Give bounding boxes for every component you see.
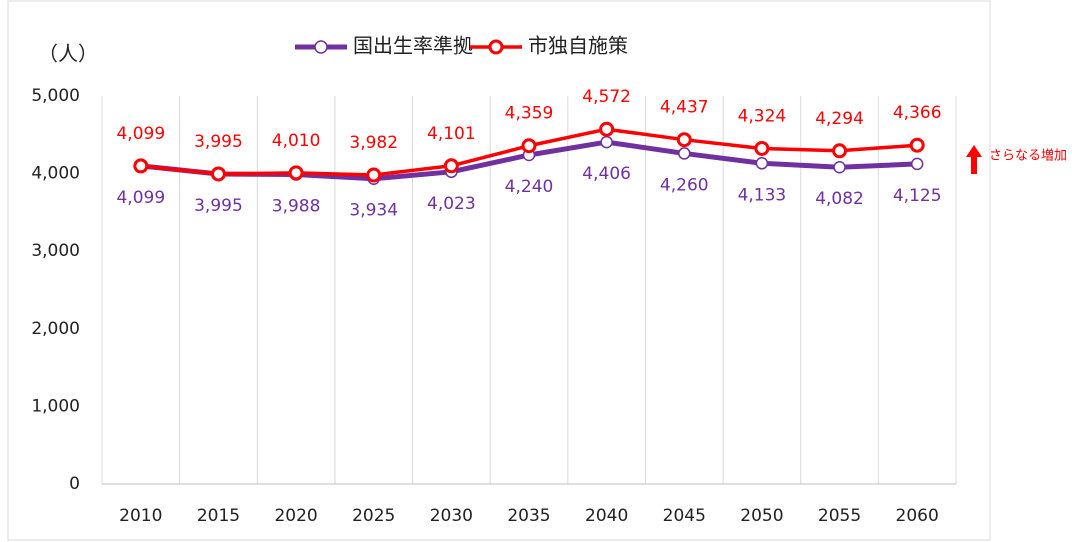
point-marker (676, 132, 692, 148)
data-label: 3,934 (349, 201, 398, 221)
x-tick-label: 2050 (740, 506, 783, 526)
point-marker (600, 135, 613, 149)
data-label: 4,101 (427, 124, 476, 144)
point-marker (755, 157, 769, 170)
point-marker (288, 165, 304, 181)
y-tick-label: 4,000 (31, 164, 80, 184)
data-label: 3,995 (194, 132, 243, 152)
point-marker (833, 160, 846, 174)
data-label: 4,324 (738, 106, 787, 126)
x-tick-label: 2060 (896, 506, 939, 526)
data-label: 4,406 (582, 164, 631, 184)
annotation: さらなる増加 (989, 149, 1067, 164)
data-label: 4,023 (427, 194, 476, 214)
point-marker (832, 143, 848, 159)
point-marker (443, 158, 459, 174)
point-marker (599, 121, 615, 137)
point-marker (521, 138, 537, 154)
x-tick-label: 2040 (585, 506, 628, 526)
data-label: 4,099 (116, 124, 165, 144)
x-tick-label: 2020 (274, 506, 317, 526)
data-label: 3,988 (272, 197, 321, 217)
legend-label: 市独自施策 (528, 34, 628, 58)
y-axis-label: （人） (38, 42, 98, 66)
x-tick-label: 2015 (197, 506, 240, 526)
x-tick-label: 2030 (430, 506, 473, 526)
point-marker (366, 167, 382, 183)
data-label: 4,099 (116, 188, 165, 208)
legend-label: 国出生率準拠 (353, 34, 473, 58)
chart-frame (7, 0, 991, 541)
data-label: 4,437 (660, 98, 709, 118)
data-label: 4,010 (272, 131, 321, 151)
data-label: 4,240 (505, 177, 554, 197)
point-marker (678, 147, 691, 160)
data-label: 3,995 (194, 196, 243, 216)
y-tick-label: 5,000 (31, 86, 80, 106)
point-marker (909, 137, 925, 153)
point-marker (133, 158, 149, 174)
data-label: 4,133 (738, 185, 787, 205)
y-tick-label: 0 (69, 474, 80, 494)
y-tick-label: 2,000 (31, 319, 80, 339)
point-marker (754, 140, 770, 156)
x-tick-label: 2035 (507, 506, 550, 526)
y-tick-label: 3,000 (31, 241, 80, 261)
data-label: 3,982 (349, 133, 398, 153)
legend-marker (314, 40, 328, 54)
x-tick-label: 2025 (352, 506, 395, 526)
point-marker (210, 166, 226, 182)
annotation-arrow (966, 145, 982, 174)
data-label: 4,366 (893, 103, 942, 123)
data-label: 4,260 (660, 175, 709, 195)
y-tick-label: 1,000 (31, 396, 80, 416)
legend-marker (488, 39, 504, 55)
data-label: 4,082 (815, 189, 864, 209)
point-marker (910, 157, 924, 171)
data-label: 4,125 (893, 186, 942, 206)
x-tick-label: 2010 (119, 506, 162, 526)
data-label: 4,572 (582, 87, 631, 107)
x-tick-label: 2055 (818, 506, 861, 526)
x-tick-label: 2045 (663, 506, 706, 526)
data-label: 4,294 (815, 109, 864, 129)
data-label: 4,359 (505, 104, 554, 124)
